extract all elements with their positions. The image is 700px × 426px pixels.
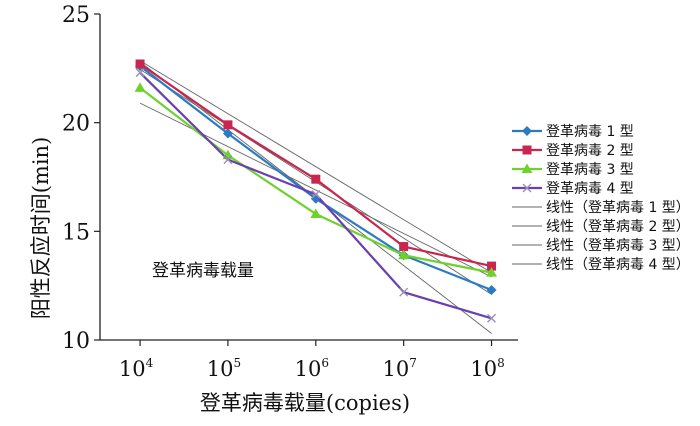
x-axis-title: 登革病毒载量(copies) (200, 391, 410, 415)
legend-item: 登革病毒 1 型 (512, 124, 634, 140)
series (134, 59, 498, 323)
x-tick-label: 105 (207, 356, 241, 381)
legend-label: 登革病毒 2 型 (546, 143, 634, 159)
y-tick-label: 10 (62, 329, 90, 354)
series-line (139, 71, 492, 320)
data-point-stroke (522, 183, 532, 193)
legend-item: 线性（登革病毒 4 型） (512, 257, 690, 273)
legend-label: 登革病毒 1 型 (546, 124, 634, 140)
x-tick-label: 106 (295, 356, 329, 381)
data-point (135, 59, 145, 69)
data-point (311, 174, 321, 184)
x-tick-label: 107 (382, 356, 416, 381)
legend-item: 线性（登革病毒 1 型） (512, 200, 690, 216)
axes: 10 15 20 25 104 105 106 107 108 (62, 3, 518, 381)
legend-item: 登革病毒 3 型 (512, 162, 634, 178)
legend-label: 线性（登革病毒 4 型） (546, 257, 690, 273)
y-tick-label: 20 (62, 112, 90, 137)
data-point (399, 287, 409, 297)
data-point-stroke (311, 189, 321, 199)
x-tick-label: 108 (470, 356, 504, 381)
data-point (222, 128, 233, 139)
data-point (522, 126, 532, 136)
data-point (399, 242, 409, 252)
data-point (522, 183, 532, 193)
chart-annotation: 登革病毒载量 (152, 261, 254, 281)
data-point (486, 267, 498, 277)
legend-label: 线性（登革病毒 2 型） (546, 219, 690, 235)
data-point-stroke (135, 68, 145, 78)
data-point (310, 208, 322, 218)
legend-item: 线性（登革病毒 2 型） (512, 219, 690, 235)
legend-item: 登革病毒 4 型 (512, 181, 634, 197)
legend-label: 登革病毒 4 型 (546, 181, 634, 197)
series-line (139, 63, 492, 268)
data-point (487, 261, 497, 271)
data-point (522, 145, 532, 155)
legend-item: 线性（登革病毒 3 型） (512, 238, 690, 254)
legend-label: 线性（登革病毒 3 型） (546, 238, 690, 254)
legend-label: 登革病毒 3 型 (546, 162, 634, 178)
data-point (486, 285, 497, 296)
data-point (398, 249, 410, 260)
y-axis-title: 阳性反应时间(min) (29, 137, 53, 320)
data-point-stroke (399, 287, 409, 297)
legend-label: 线性（登革病毒 1 型） (546, 200, 690, 216)
data-point (311, 189, 321, 199)
series-4 (135, 68, 497, 323)
series-2 (135, 59, 497, 271)
legend-item: 登革病毒 2 型 (512, 143, 634, 159)
data-point (134, 82, 146, 92)
data-point-stroke (487, 313, 497, 323)
trendline (139, 60, 492, 274)
x-tick-label: 104 (119, 356, 154, 381)
data-point (135, 68, 145, 78)
y-tick-label: 15 (62, 220, 90, 245)
data-point (223, 120, 233, 130)
data-point (521, 163, 533, 173)
data-point (487, 313, 497, 323)
y-tick-label: 25 (62, 3, 90, 28)
data-point-stroke (223, 155, 233, 165)
data-point (223, 155, 233, 165)
